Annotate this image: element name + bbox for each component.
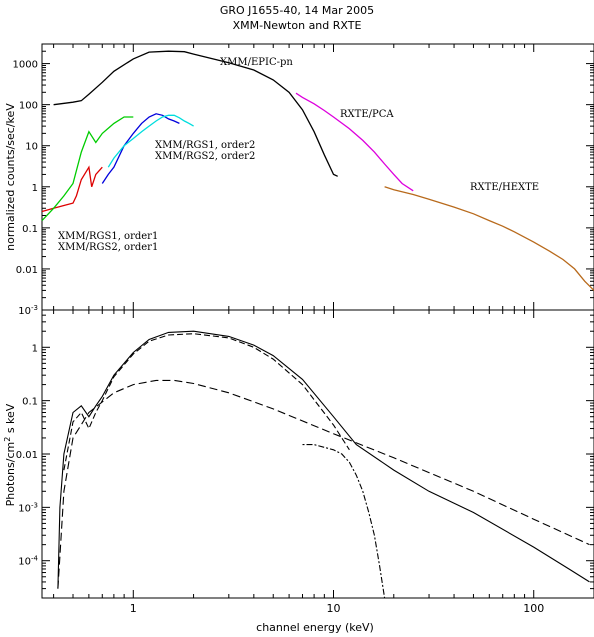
top-panel: 1000 100 10 1 0.1 0.01 10-3 normalized counts/… xyxy=(4,43,594,317)
bottom-series-2 xyxy=(57,379,590,589)
y-tick-label: 1 xyxy=(32,183,38,194)
top-series-lines xyxy=(41,50,594,291)
bottom-y-axis-label-main: Photons/cm xyxy=(4,442,17,507)
bottom-y-axis-label-tail: s keV xyxy=(4,403,17,436)
annotation-rgs1-order1: XMM/RGS1, order1 xyxy=(58,231,158,242)
annotation-epic-pn: XMM/EPIC-pn xyxy=(220,57,293,68)
x-tick-label: 1 xyxy=(130,602,137,615)
y-tick-label: 0.01 xyxy=(16,265,38,276)
y-tick-label: 1 xyxy=(32,343,38,354)
y-tick-label: 1000 xyxy=(13,60,38,71)
bottom-y-axis-label-sup: 2 xyxy=(3,437,12,442)
figure-title: GRO J1655-40, 14 Mar 2005 xyxy=(220,4,374,17)
top-series-0 xyxy=(53,50,338,177)
top-series-4 xyxy=(41,116,134,222)
annotation-rgs1-order2: XMM/RGS1, order2 xyxy=(155,140,255,151)
bottom-series-3 xyxy=(302,444,386,599)
bottom-axis-ticks: 1 0.1 0.01 10-3 10-4 1 10 100 xyxy=(16,309,594,615)
top-series-3 xyxy=(41,165,103,213)
top-y-axis-label: normalized counts/sec/keV xyxy=(4,103,17,251)
bottom-y-axis-label: Photons/cm2 s keV xyxy=(3,403,17,506)
y-tick-label: 10-3 xyxy=(18,304,38,317)
y-tick-label: 10-4 xyxy=(18,555,38,568)
bottom-panel: 1 0.1 0.01 10-3 10-4 1 10 100 Photons/cm2 s keV… xyxy=(3,309,594,634)
x-tick-label: 10 xyxy=(327,602,341,615)
annotation-rgs2-order2: XMM/RGS2, order2 xyxy=(155,151,255,162)
y-tick-label: 10 xyxy=(25,142,38,153)
y-tick-label: 100 xyxy=(19,101,38,112)
x-axis-label: channel energy (keV) xyxy=(256,621,374,634)
figure-subtitle: XMM-Newton and RXTE xyxy=(233,19,362,32)
y-tick-label: 0.01 xyxy=(16,450,38,461)
top-series-6 xyxy=(107,114,194,168)
top-plot-frame xyxy=(41,43,594,311)
top-series-1 xyxy=(295,92,414,192)
top-axis-ticks: 1000 100 10 1 0.1 0.01 10-3 xyxy=(13,43,594,317)
bottom-series-1 xyxy=(63,333,350,471)
bottom-series-0 xyxy=(57,330,590,589)
annotation-rxte-hexte: RXTE/HEXTE xyxy=(470,182,539,193)
annotation-rxte-pca: RXTE/PCA xyxy=(340,109,394,120)
y-tick-label: 10-3 xyxy=(18,501,38,514)
bottom-plot-frame xyxy=(41,309,594,599)
y-tick-label: 0.1 xyxy=(22,224,38,235)
bottom-series-lines xyxy=(57,330,590,599)
x-tick-label: 100 xyxy=(523,602,544,615)
annotation-rgs2-order1: XMM/RGS2, order1 xyxy=(58,242,158,253)
top-series-5 xyxy=(101,113,180,184)
y-tick-label: 0.1 xyxy=(22,397,38,408)
top-series-2 xyxy=(384,186,594,291)
